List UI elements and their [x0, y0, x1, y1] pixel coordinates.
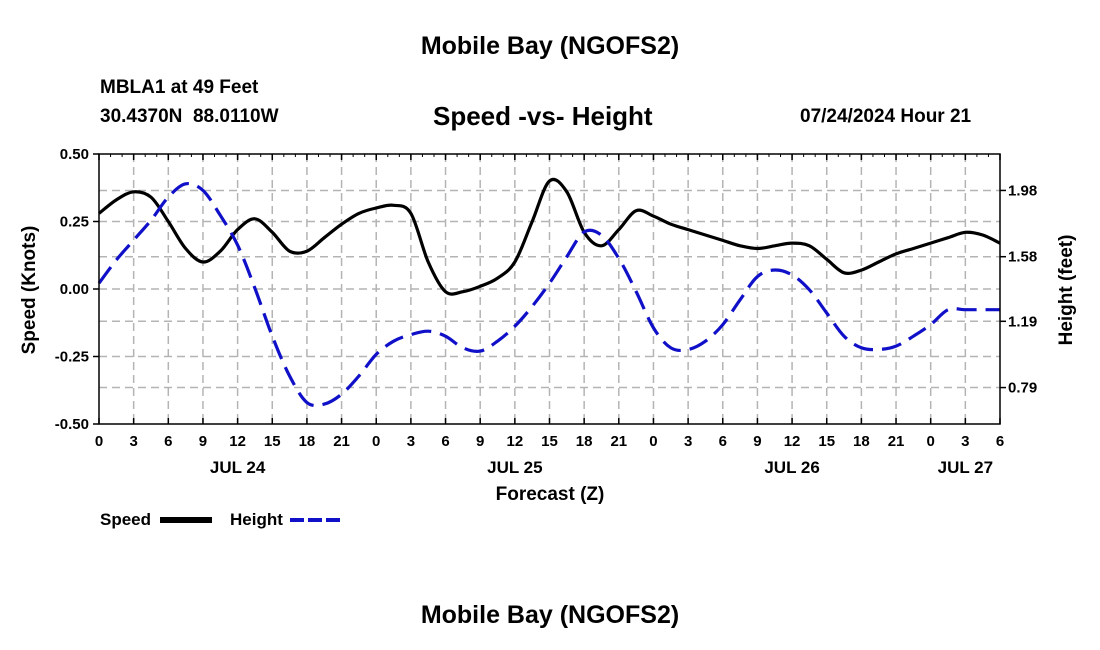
speed-series-line — [98, 177, 1001, 296]
station-label: MBLA1 at 49 Feet — [100, 77, 259, 98]
x-tick-label: 18 — [299, 433, 316, 450]
x-tick-label: 3 — [684, 433, 692, 450]
y-tick-label-right: 1.98 — [1008, 182, 1037, 199]
legend-height-label: Height — [230, 510, 283, 529]
y-tick-label-left: -0.25 — [55, 349, 89, 366]
x-tick-label: 21 — [610, 433, 627, 450]
x-tick-label: 3 — [961, 433, 969, 450]
speed-height-chart: 0 3 6 9 12 15 18 21 0 3 6 9 12 15 18 21 0 3 6 9 12 15 18 21 0 3 6J… — [19, 146, 1077, 505]
date-label: JUL 24 — [210, 458, 266, 477]
y-tick-label-right: 1.58 — [1008, 249, 1037, 266]
chart-subtitle: Speed -vs- Height — [433, 101, 653, 131]
date-label: JUL 26 — [764, 458, 819, 477]
grid — [99, 154, 1000, 424]
x-tick-label: 6 — [719, 433, 727, 450]
x-tick-label: 0 — [372, 433, 380, 450]
series-layer — [97, 177, 1001, 408]
y-tick-label-right: 0.79 — [1008, 380, 1037, 397]
legend-speed-swatch — [160, 517, 212, 523]
legend-speed-label: Speed — [100, 510, 152, 529]
y-axis-label-left: Speed (Knots) — [19, 226, 40, 355]
x-tick-label: 9 — [476, 433, 484, 450]
x-tick-label: 12 — [507, 433, 524, 450]
x-tick-label: 12 — [229, 433, 246, 450]
chart-title: Mobile Bay (NGOFS2) — [420, 32, 680, 60]
x-tick-label: 18 — [853, 433, 870, 450]
x-tick-label: 3 — [129, 433, 137, 450]
bottom-title: Mobile Bay (NGOFS2) — [420, 601, 680, 629]
x-tick-label: 0 — [95, 433, 103, 450]
y-tick-label-left: 0.00 — [60, 281, 89, 298]
x-tick-label: 18 — [576, 433, 593, 450]
forecast-timestamp: 07/24/2024 Hour 21 — [800, 106, 972, 127]
x-axis-label: Forecast (Z) — [496, 484, 605, 505]
height-series-line — [97, 181, 1000, 408]
x-tick-label: 6 — [164, 433, 172, 450]
y-tick-label-left: 0.50 — [60, 146, 89, 163]
x-tick-label: 6 — [441, 433, 449, 450]
x-tick-label: 21 — [888, 433, 905, 450]
x-tick-label: 9 — [753, 433, 761, 450]
x-tick-label: 15 — [264, 433, 281, 450]
date-label: JUL 27 — [938, 458, 993, 477]
x-tick-label: 6 — [996, 433, 1004, 450]
y-tick-label-left: 0.25 — [60, 214, 89, 231]
ticks: 0 3 6 9 12 15 18 21 0 3 6 9 12 15 18 21 0 3 6 9 12 15 18 21 0 3 6J… — [55, 146, 1037, 477]
x-tick-label: 15 — [541, 433, 558, 450]
y-tick-label-right: 1.19 — [1008, 313, 1037, 330]
x-tick-label: 15 — [818, 433, 835, 450]
x-tick-label: 0 — [927, 433, 935, 450]
x-tick-label: 9 — [199, 433, 207, 450]
x-tick-label: 21 — [333, 433, 350, 450]
x-tick-label: 3 — [407, 433, 415, 450]
y-tick-label-left: -0.50 — [55, 416, 89, 433]
x-tick-label: 12 — [784, 433, 801, 450]
y-axis-label-right: Height (feet) — [1056, 235, 1077, 346]
x-tick-label: 0 — [649, 433, 657, 450]
station-coordinates: 30.4370N 88.0110W — [100, 106, 279, 127]
legend-height-swatch — [290, 518, 344, 522]
date-label: JUL 25 — [487, 458, 542, 477]
